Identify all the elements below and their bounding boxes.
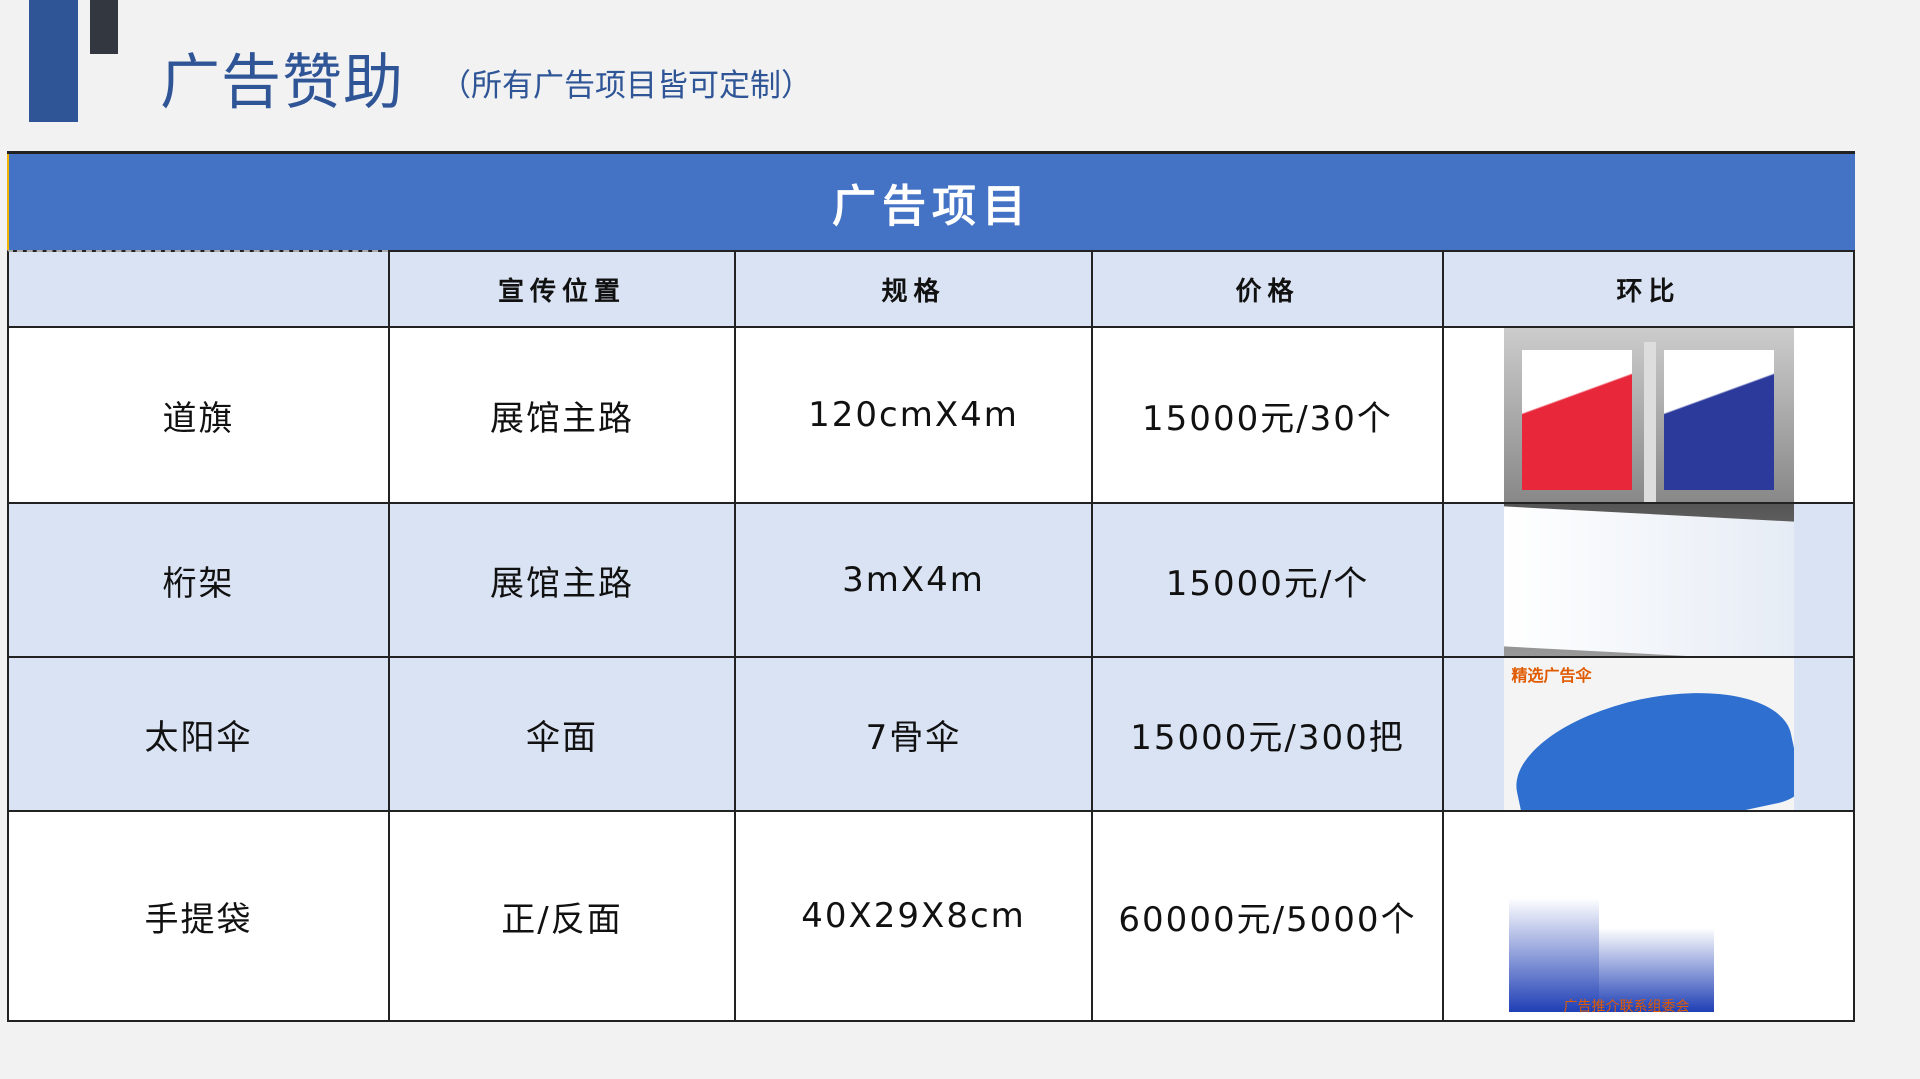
table-row: 手提袋 正/反面 40X29X8cm 60000元/5000个 广告推介联系组委… (7, 812, 1855, 1022)
page-title: 广告赞助 (160, 48, 404, 118)
decor-bar-blue (29, 0, 78, 122)
item-position: 展馆主路 (388, 504, 734, 656)
item-name: 道旗 (7, 328, 388, 502)
tote-bag-image: 广告推介联系组委会 (1503, 812, 1718, 1020)
table-row: 太阳伞 伞面 7骨伞 15000元/300把 精选广告伞 (7, 658, 1855, 812)
truss-billboard-image (1503, 504, 1794, 656)
item-price: 15000元/30个 (1091, 328, 1442, 502)
table-title: 广告项目 (7, 154, 1855, 250)
item-spec: 120cmX4m (734, 328, 1091, 502)
column-header: 环比 (1442, 252, 1855, 326)
item-position: 正/反面 (388, 812, 734, 1020)
table-row: 桁架 展馆主路 3mX4m 15000元/个 (7, 504, 1855, 658)
item-position: 展馆主路 (388, 328, 734, 502)
item-name: 桁架 (7, 504, 388, 656)
column-header: 价格 (1091, 252, 1442, 326)
item-spec: 7骨伞 (734, 658, 1091, 810)
image-caption: 广告推介联系组委会 (1563, 999, 1690, 1015)
item-spec: 40X29X8cm (734, 812, 1091, 1020)
ad-table: 广告项目 宣传位置 规格 价格 环比 道旗 展馆主路 120cmX4m 1500… (7, 151, 1855, 1022)
flag-banner-image (1503, 328, 1794, 502)
item-price: 60000元/5000个 (1091, 812, 1442, 1020)
page-subtitle: （所有广告项目皆可定制） (440, 68, 812, 104)
table-row: 道旗 展馆主路 120cmX4m 15000元/30个 (7, 328, 1855, 504)
column-header: 宣传位置 (388, 252, 734, 326)
item-price: 15000元/个 (1091, 504, 1442, 656)
decor-bar-dark (90, 0, 118, 54)
column-header: 规格 (734, 252, 1091, 326)
item-spec: 3mX4m (734, 504, 1091, 656)
column-header (7, 250, 388, 326)
item-name: 手提袋 (7, 812, 388, 1020)
table-header-row: 宣传位置 规格 价格 环比 (7, 250, 1855, 328)
item-position: 伞面 (388, 658, 734, 810)
item-price: 15000元/300把 (1091, 658, 1442, 810)
item-name: 太阳伞 (7, 658, 388, 810)
item-image-cell (1442, 504, 1855, 656)
umbrella-image: 精选广告伞 (1503, 658, 1794, 810)
item-image-cell: 广告推介联系组委会 (1442, 812, 1855, 1020)
item-image-cell: 精选广告伞 (1442, 658, 1855, 810)
image-caption: 精选广告伞 (1511, 666, 1592, 685)
item-image-cell (1442, 328, 1855, 502)
